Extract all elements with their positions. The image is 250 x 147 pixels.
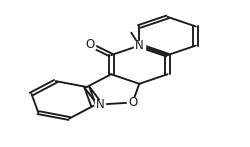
- Bar: [127, 98, 137, 107]
- Text: O: O: [85, 38, 94, 51]
- Bar: [94, 100, 105, 109]
- Bar: [84, 40, 95, 49]
- Bar: [134, 41, 144, 50]
- Text: N: N: [134, 39, 143, 52]
- Text: O: O: [128, 96, 136, 109]
- Text: N: N: [95, 98, 104, 111]
